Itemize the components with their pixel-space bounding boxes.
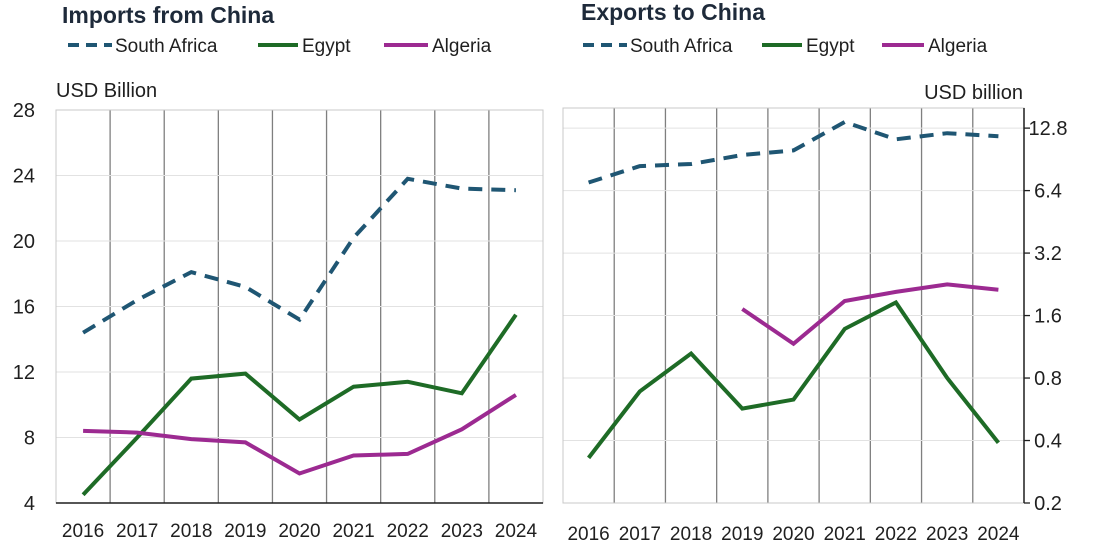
y-tick-label: 16 (13, 297, 35, 319)
series-line-south-africa (82, 176, 516, 335)
imports-series (81, 176, 518, 497)
x-tick-label: 2016 (62, 521, 104, 542)
series-line-egypt (81, 313, 518, 497)
y-tick-label: 1.6 (1034, 306, 1062, 328)
x-tick-label: 2023 (926, 524, 968, 545)
legend-label-south-africa: South Africa (630, 36, 733, 57)
exports-legend: South Africa Egypt Algeria (583, 36, 988, 57)
x-tick-label: 2017 (116, 521, 158, 542)
x-tick-label: 2020 (278, 521, 320, 542)
x-tick-label: 2022 (875, 524, 917, 545)
legend-label-algeria: Algeria (432, 36, 492, 57)
legend-label-egypt: Egypt (806, 36, 855, 57)
x-tick-label: 2021 (824, 524, 866, 545)
exports-unit-label: USD billion (924, 82, 1023, 104)
x-tick-label: 2024 (977, 524, 1020, 545)
y-tick-label: 28 (13, 100, 35, 122)
x-tick-label: 2022 (387, 521, 429, 542)
y-tick-label: 20 (13, 231, 35, 253)
y-tick-label: 0.8 (1034, 368, 1062, 390)
y-tick-label: 24 (13, 166, 35, 188)
y-tick-label: 0.2 (1034, 493, 1062, 515)
imports-y-axis: 4 8 12 16 20 24 28 (13, 100, 35, 515)
imports-x-tick-labels: 2016 2017 2018 2019 2020 2021 2022 2023 2024 (62, 521, 538, 542)
y-tick-label: 8 (24, 428, 35, 450)
x-tick-label: 2023 (441, 521, 483, 542)
series-line-algeria (83, 393, 517, 476)
x-tick-label: 2021 (332, 521, 374, 542)
y-tick-label: 0.4 (1034, 431, 1062, 453)
x-tick-label: 2024 (495, 521, 538, 542)
y-tick-label: 12 (13, 362, 35, 384)
x-tick-label: 2019 (224, 521, 266, 542)
exports-grid (563, 108, 1024, 503)
x-tick-label: 2018 (170, 521, 212, 542)
legend-label-egypt: Egypt (302, 36, 351, 57)
y-tick-label: 6.4 (1034, 181, 1062, 203)
x-tick-label: 2020 (772, 524, 814, 545)
imports-unit-label: USD Billion (56, 80, 157, 102)
exports-y-axis: 0.2 0.4 0.8 1.6 3.2 6.4 12.8 (1024, 118, 1067, 515)
x-tick-label: 2018 (670, 524, 712, 545)
legend-label-south-africa: South Africa (115, 36, 218, 57)
imports-chart-title: Imports from China (62, 2, 274, 28)
imports-legend: South Africa Egypt Algeria (68, 36, 492, 57)
exports-series (587, 119, 1000, 460)
y-tick-label: 4 (24, 493, 35, 515)
x-tick-label: 2017 (619, 524, 661, 545)
x-tick-label: 2016 (567, 524, 609, 545)
exports-chart-title: Exports to China (581, 0, 765, 25)
imports-chart: Imports from China South Africa Egypt Al… (13, 2, 544, 542)
exports-x-tick-labels: 2016 2017 2018 2019 2020 2021 2022 2023 2024 (567, 524, 1019, 545)
series-line-south-africa (587, 119, 999, 185)
series-line-algeria (741, 282, 999, 347)
legend-label-algeria: Algeria (928, 36, 988, 57)
exports-chart: Exports to China South Africa Egypt Alge… (562, 0, 1067, 545)
x-tick-label: 2019 (721, 524, 763, 545)
series-line-egypt (587, 299, 1000, 460)
y-tick-label: 12.8 (1029, 118, 1068, 140)
y-tick-label: 3.2 (1034, 243, 1062, 265)
